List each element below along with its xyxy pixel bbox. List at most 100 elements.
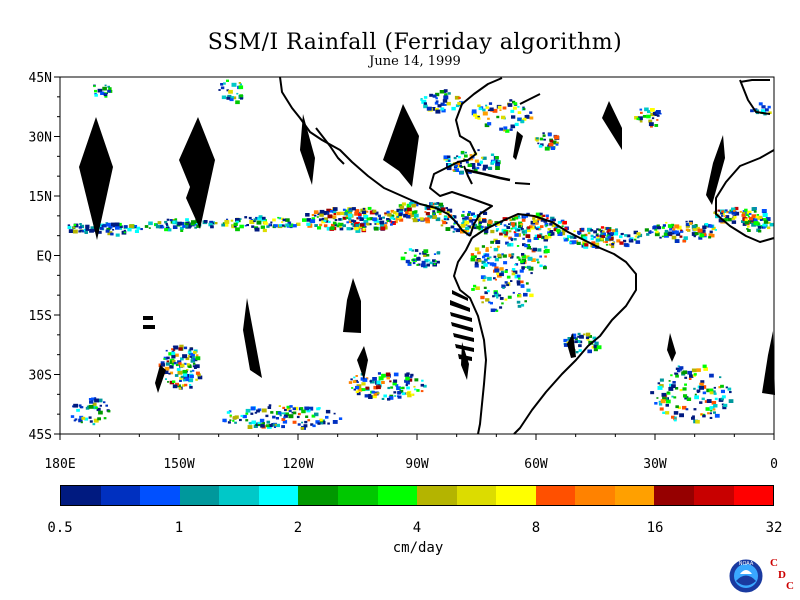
- rain-cell: [106, 227, 111, 231]
- rain-cell: [435, 109, 441, 114]
- rain-cell: [553, 228, 558, 232]
- rain-cell: [72, 226, 75, 229]
- rain-cell: [518, 224, 522, 228]
- rain-cell: [250, 406, 256, 411]
- rain-cell: [407, 393, 412, 398]
- rain-cell: [510, 124, 516, 129]
- rain-cell: [405, 376, 410, 381]
- rain-cell: [165, 362, 170, 366]
- rain-cell: [536, 258, 539, 261]
- rain-cell: [689, 222, 693, 225]
- rain-cell: [496, 272, 500, 275]
- rain-cell: [112, 229, 115, 231]
- rain-cell: [593, 236, 596, 239]
- rain-cell: [462, 210, 465, 213]
- rain-cell: [746, 210, 752, 215]
- rain-cell: [480, 225, 484, 229]
- rain-cell: [744, 218, 748, 222]
- rain-cell: [646, 233, 650, 236]
- rain-cell: [482, 111, 488, 116]
- rain-cell: [720, 389, 725, 394]
- rain-cell: [76, 408, 80, 412]
- rain-cell: [383, 394, 387, 398]
- rain-cell: [485, 104, 488, 107]
- rain-cell: [510, 239, 513, 242]
- rain-cell: [417, 256, 420, 259]
- rain-cell: [498, 294, 502, 297]
- rain-cell: [550, 146, 556, 150]
- rain-cell: [166, 360, 169, 363]
- colorbar-swatch: [140, 486, 180, 505]
- rain-cell: [361, 210, 367, 214]
- rain-cell: [188, 378, 194, 383]
- rain-cell: [127, 227, 132, 232]
- rain-cell: [544, 225, 548, 228]
- rain-cell: [140, 228, 143, 231]
- rain-cell: [362, 225, 366, 228]
- rain-cell: [714, 397, 718, 401]
- rain-cell: [741, 213, 746, 217]
- rain-cell: [283, 412, 286, 415]
- rain-cell: [351, 207, 356, 211]
- rain-cell: [615, 228, 618, 231]
- colorbar-swatch: [377, 486, 418, 505]
- rain-cell: [550, 234, 553, 236]
- rain-cell: [250, 412, 254, 415]
- rain-cell: [601, 235, 606, 238]
- rain-cell: [363, 214, 369, 219]
- rain-cell: [420, 98, 423, 100]
- rain-cell: [747, 225, 750, 228]
- rain-cell: [535, 227, 539, 231]
- rain-cell: [289, 224, 292, 227]
- rain-cell: [234, 415, 239, 419]
- rain-cell: [508, 236, 512, 240]
- rain-cell: [535, 212, 541, 217]
- rain-cell: [317, 226, 322, 230]
- rain-cell: [671, 223, 675, 227]
- rain-cell: [406, 215, 411, 219]
- rain-cell: [469, 157, 474, 161]
- rain-cell: [286, 408, 290, 411]
- rain-cell: [234, 421, 237, 424]
- rain-cell: [364, 226, 367, 228]
- rain-cell: [517, 117, 522, 121]
- rain-cell: [381, 381, 385, 384]
- rain-cell: [507, 295, 512, 299]
- rain-cell: [539, 255, 542, 258]
- rain-cell: [426, 254, 430, 257]
- rain-cell: [551, 140, 557, 145]
- rain-cell: [483, 211, 488, 215]
- rain-cell: [600, 237, 604, 241]
- rain-cell: [734, 206, 739, 211]
- rain-cell: [440, 224, 444, 227]
- rain-cell: [600, 232, 604, 236]
- rain-cell: [489, 246, 492, 249]
- rain-cell: [239, 83, 242, 86]
- rain-cell: [160, 361, 165, 365]
- rain-cell: [245, 419, 249, 422]
- rain-cell: [377, 220, 381, 224]
- rain-cell: [354, 226, 359, 231]
- rain-cell: [282, 420, 288, 424]
- rain-cell: [248, 421, 252, 425]
- rain-cell: [363, 219, 369, 224]
- colorbar-swatch: [614, 486, 655, 505]
- rain-cell: [512, 100, 516, 104]
- rain-cell: [650, 125, 653, 128]
- rain-cell: [229, 414, 232, 417]
- rain-cell: [577, 332, 581, 336]
- rain-cell: [691, 368, 697, 373]
- rain-cell: [520, 260, 524, 264]
- rain-cell: [222, 418, 227, 423]
- rain-cell: [698, 236, 703, 240]
- rain-cell: [640, 111, 643, 114]
- rain-cell: [472, 166, 476, 170]
- rain-cell: [527, 226, 531, 229]
- rain-cell: [192, 369, 195, 372]
- rain-cell: [611, 234, 614, 237]
- rain-cell: [511, 115, 516, 119]
- rain-cell: [471, 111, 477, 116]
- rain-cell: [474, 115, 480, 119]
- rain-cell: [471, 109, 477, 114]
- rain-cell: [446, 166, 452, 171]
